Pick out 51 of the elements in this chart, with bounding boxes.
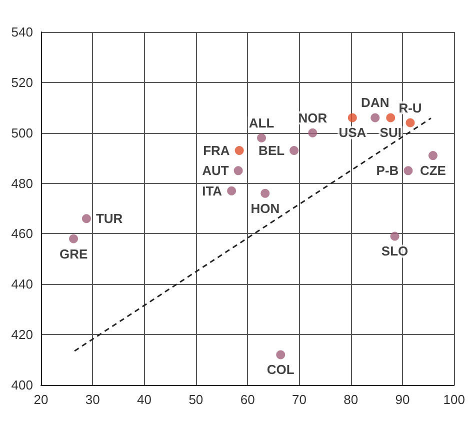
- point: [428, 151, 438, 160]
- x-tick-label: 30: [85, 392, 100, 407]
- y-tick-label: 480: [11, 176, 33, 191]
- data-label: ITA: [202, 183, 223, 198]
- data-label: ALL: [248, 115, 274, 130]
- y-tick-label: 540: [11, 24, 33, 40]
- data-label: DAN: [361, 95, 390, 110]
- x-tick-label: 50: [188, 392, 204, 407]
- data-label: SLO: [381, 244, 408, 259]
- point: [234, 166, 243, 176]
- data-label: GRE: [59, 246, 88, 262]
- data-label: TUR: [96, 211, 124, 226]
- y-tick-label: 500: [11, 125, 33, 140]
- data-label: P-B: [376, 163, 399, 178]
- x-tick-label: 20: [34, 392, 48, 407]
- point: [69, 234, 78, 244]
- data-label: AUT: [202, 163, 229, 178]
- point: [386, 113, 396, 122]
- x-tick-label: 70: [292, 392, 306, 407]
- y-tick-label: 420: [11, 327, 33, 342]
- point: [82, 214, 91, 224]
- point: [390, 232, 400, 241]
- x-tick-label: 40: [137, 392, 152, 407]
- point: [276, 350, 286, 360]
- point: [290, 146, 299, 156]
- data-label: COL: [266, 362, 294, 378]
- y-tick-label: 400: [11, 378, 33, 392]
- data-label: USA: [338, 125, 367, 140]
- point: [404, 166, 413, 176]
- point: [257, 133, 266, 142]
- y-tick-label: 520: [11, 74, 33, 90]
- x-tick-label: 60: [240, 392, 255, 407]
- point: [227, 186, 236, 196]
- data-label: FRA: [203, 143, 230, 158]
- point: [234, 146, 244, 156]
- x-tick-label: 80: [344, 392, 358, 407]
- point: [370, 113, 380, 122]
- data-label: HON: [250, 200, 280, 216]
- point: [260, 188, 270, 198]
- x-tick-label: 100: [443, 392, 466, 407]
- x-tick-label: 90: [395, 392, 410, 407]
- data-label: NOR: [298, 110, 328, 126]
- data-label: SUI: [380, 125, 402, 140]
- data-label: CZE: [420, 163, 446, 178]
- y-tick-label: 460: [11, 226, 33, 242]
- point: [348, 113, 357, 122]
- y-tick-label: 440: [11, 276, 33, 292]
- point: [308, 128, 318, 138]
- point: [406, 118, 415, 128]
- data-label: BEL: [258, 143, 285, 158]
- data-label: R-U: [398, 100, 422, 116]
